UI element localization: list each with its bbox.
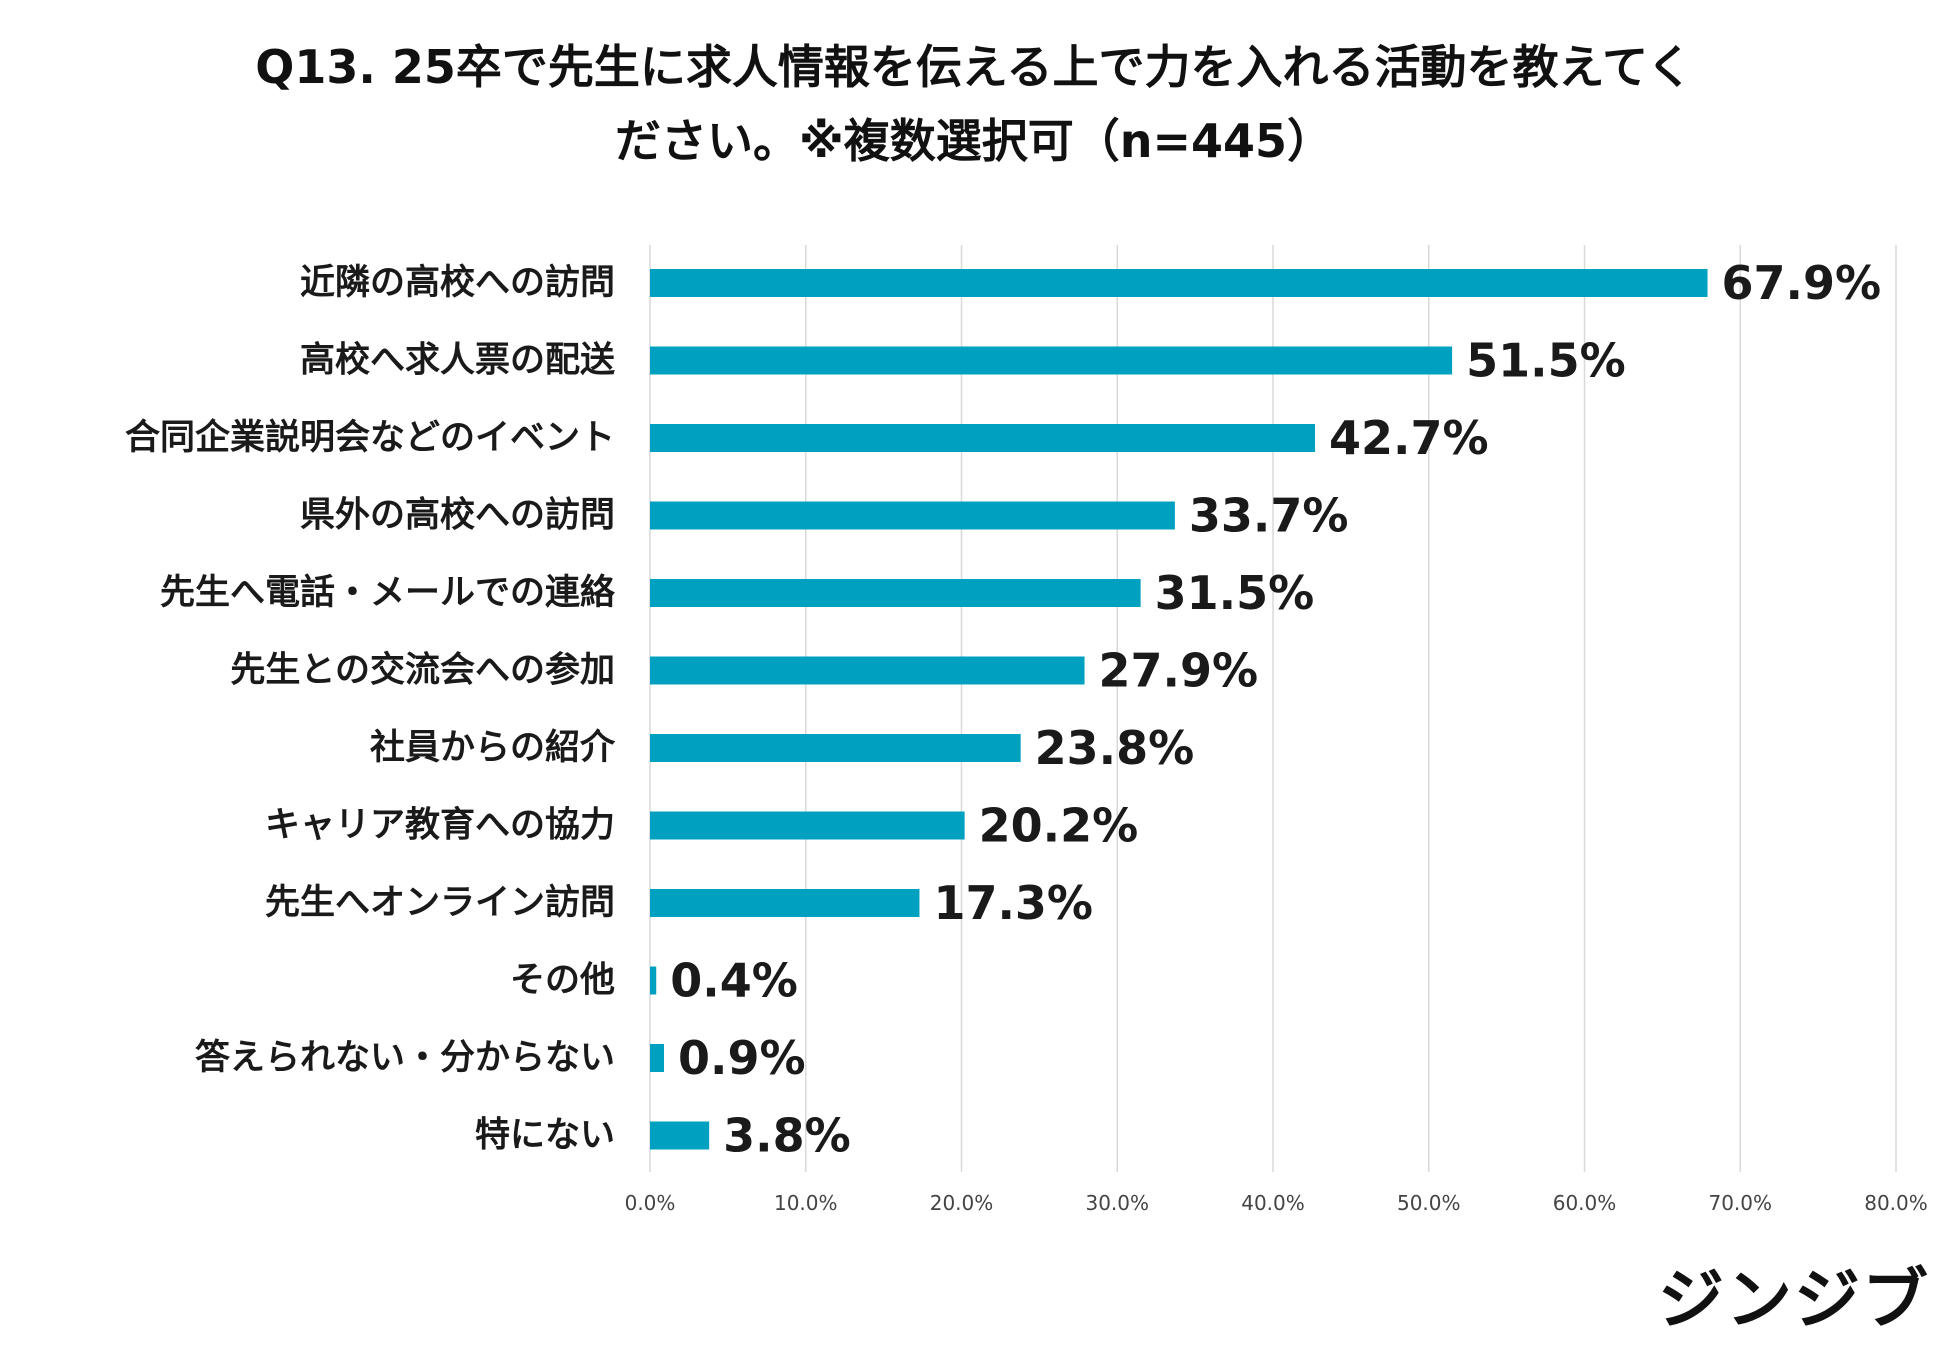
- value-label: 3.8%: [723, 1109, 851, 1163]
- chart-title-line-1: Q13. 25卒で先生に求人情報を伝える上で力を入れる活動を教えてく: [255, 40, 1693, 94]
- value-label: 0.4%: [670, 954, 798, 1008]
- x-tick-label: 40.0%: [1241, 1191, 1305, 1215]
- category-label: その他: [510, 961, 615, 1001]
- bar: [650, 501, 1175, 530]
- value-label: 23.8%: [1035, 721, 1195, 775]
- category-label: 合同企業説明会などのイベント: [125, 417, 615, 458]
- bar: [650, 811, 965, 840]
- bar: [650, 1121, 710, 1150]
- value-label: 27.9%: [1099, 644, 1259, 698]
- value-label: 17.3%: [933, 876, 1093, 930]
- bar: [650, 269, 1708, 297]
- x-tick-label: 80.0%: [1864, 1191, 1928, 1215]
- category-label: 近隣の高校への訪問: [300, 263, 615, 303]
- value-label: 31.5%: [1155, 566, 1315, 620]
- value-label: 20.2%: [979, 799, 1139, 853]
- x-tick-label: 20.0%: [930, 1191, 994, 1215]
- category-label: 高校へ求人票の配送: [300, 341, 615, 381]
- bar: [650, 579, 1141, 607]
- bar: [650, 424, 1316, 452]
- value-label: 0.9%: [678, 1031, 806, 1085]
- x-axis-tick-labels: 0.0% 10.0% 20.0% 30.0% 40.0% 50.0% 60.0% 70.0% 8…: [625, 1191, 1928, 1215]
- category-label: 社員からの紹介: [370, 728, 616, 768]
- x-tick-label: 60.0%: [1553, 1191, 1617, 1215]
- bar: [650, 1044, 665, 1072]
- value-label: 67.9%: [1722, 256, 1882, 310]
- x-tick-label: 50.0%: [1397, 1191, 1461, 1215]
- x-tick-label: 10.0%: [774, 1191, 838, 1215]
- x-tick-label: 30.0%: [1085, 1191, 1149, 1215]
- brand-logo: ジンジブ: [1658, 1261, 1930, 1338]
- value-labels: 67.9% 51.5% 42.7% 33.7% 31.5% 27.9% 23.8% 20.2%…: [670, 256, 1881, 1163]
- category-label: 先生へオンライン訪問: [265, 883, 615, 923]
- bar: [650, 734, 1021, 762]
- category-labels: 近隣の高校への訪問高校へ求人票の配送合同企業説明会などのイベント県外の高校への訪…: [125, 263, 616, 1156]
- category-label: 先生との交流会への参加: [230, 650, 615, 691]
- value-label: 51.5%: [1466, 334, 1626, 388]
- value-label: 42.7%: [1329, 411, 1489, 465]
- bar: [650, 656, 1085, 685]
- category-label: 県外の高校への訪問: [300, 496, 615, 536]
- chart-title-line-2: ださい。※複数選択可（n=445）: [614, 114, 1334, 168]
- gridlines: [649, 245, 1897, 1172]
- bar: [650, 346, 1453, 375]
- category-label: 先生へ電話・メールでの連絡: [160, 573, 616, 613]
- category-label: 答えられない・分からない: [195, 1038, 615, 1078]
- category-label: キャリア教育への協力: [265, 806, 615, 846]
- category-label: 特にない: [475, 1116, 615, 1156]
- x-tick-label: 0.0%: [625, 1191, 676, 1215]
- x-tick-label: 70.0%: [1708, 1191, 1772, 1215]
- value-label: 33.7%: [1189, 489, 1349, 543]
- bars: [650, 269, 1708, 1150]
- bar: [650, 966, 657, 995]
- bar: [650, 889, 920, 917]
- chart-title: Q13. 25卒で先生に求人情報を伝える上で力を入れる活動を教えてく ださい。※…: [0, 30, 1948, 178]
